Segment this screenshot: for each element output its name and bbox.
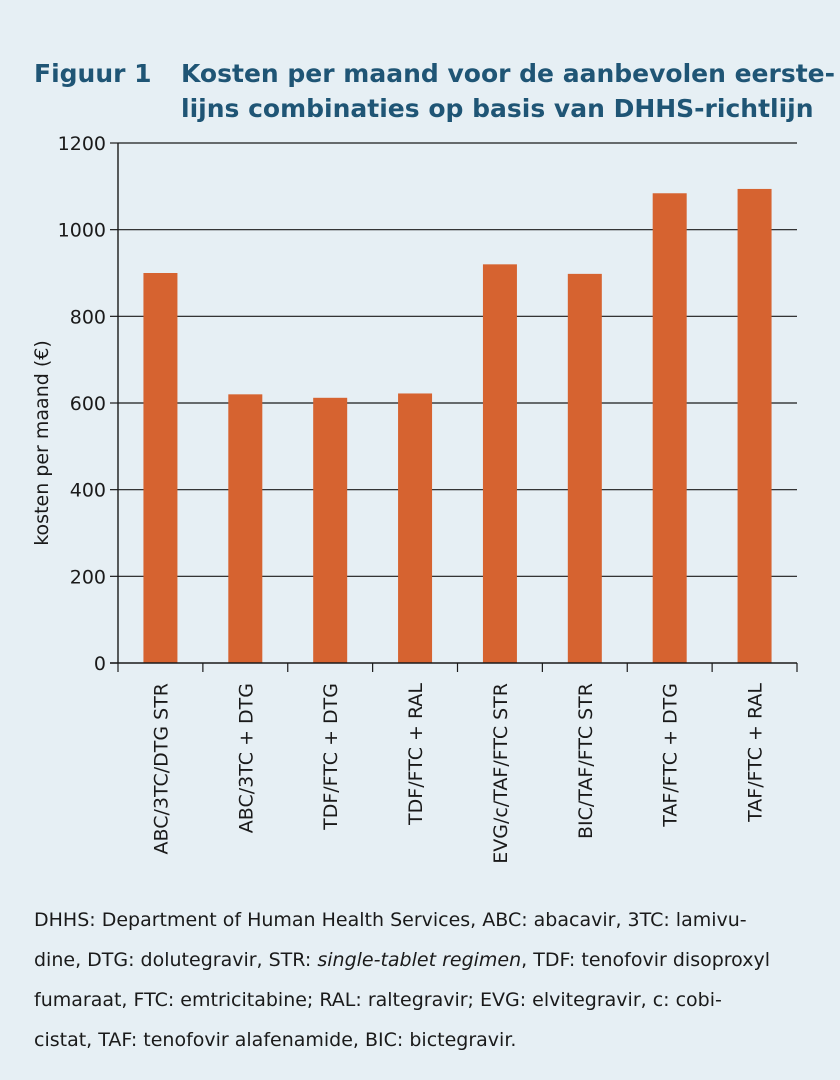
footnote-line-3: fumaraat, FTC: emtricitabine; RAL: ralte… (34, 989, 722, 1011)
figure-title-line-2: lijns combinaties op basis van DHHS-rich… (181, 94, 814, 123)
x-tick-label: TDF/FTC + RAL (405, 683, 427, 826)
y-tick-label: 1200 (58, 133, 106, 155)
y-tick-label: 0 (94, 653, 106, 675)
y-tick-label: 400 (70, 480, 106, 502)
tick-labels: 0 200 400 600 800 1000 1200 ABC/3TC/DTG STR ABC/… (58, 133, 767, 864)
figure-title: Kosten per maand voor de aanbevolen eers… (181, 56, 835, 126)
bar (652, 193, 687, 663)
axes (110, 142, 798, 672)
x-tick-label: BIC/TAF/FTC STR (575, 683, 597, 839)
bar (228, 394, 263, 663)
footnote: DHHS: Department of Human Health Service… (34, 900, 824, 1060)
bar (737, 188, 772, 663)
x-tick-label: TDF/FTC + DTG (320, 683, 342, 831)
bar (143, 273, 178, 663)
footnote-line-1: DHHS: Department of Human Health Service… (34, 909, 747, 931)
footnote-line-2-italic: single-tablet regimen (317, 949, 522, 971)
footnote-line-2: dine, DTG: dolutegravir, STR: single-tab… (34, 940, 824, 980)
y-tick-label: 800 (70, 306, 106, 328)
bars (143, 188, 772, 663)
x-tick-label: TAF/FTC + RAL (745, 683, 767, 823)
x-tick-label: TAF/FTC + DTG (660, 683, 682, 828)
x-tick-label: EVG/c/TAF/FTC STR (490, 683, 512, 864)
gridlines (118, 142, 797, 577)
figure-title-line-1: Kosten per maand voor de aanbevolen eers… (181, 59, 835, 88)
bar-chart: 0 200 400 600 800 1000 1200 ABC/3TC/DTG STR ABC/… (31, 133, 798, 864)
y-axis-label: kosten per maand (€) (31, 340, 53, 546)
x-tick-label: ABC/3TC/DTG STR (150, 683, 172, 854)
figure-label: Figuur 1 (34, 59, 152, 88)
y-tick-label: 200 (70, 566, 106, 588)
footnote-line-4: cistat, TAF: tenofovir alafenamide, BIC:… (34, 1029, 517, 1051)
bar (398, 393, 433, 663)
x-tick-label: ABC/3TC + DTG (235, 683, 257, 833)
y-tick-label: 1000 (58, 220, 106, 242)
bar (313, 397, 348, 663)
footnote-line-2-start: dine, DTG: dolutegravir, STR: (34, 949, 318, 971)
footnote-line-2-end: , TDF: tenofovir disoproxyl (521, 949, 770, 971)
bar (482, 264, 517, 663)
bar (567, 273, 602, 663)
y-tick-label: 600 (70, 393, 106, 415)
